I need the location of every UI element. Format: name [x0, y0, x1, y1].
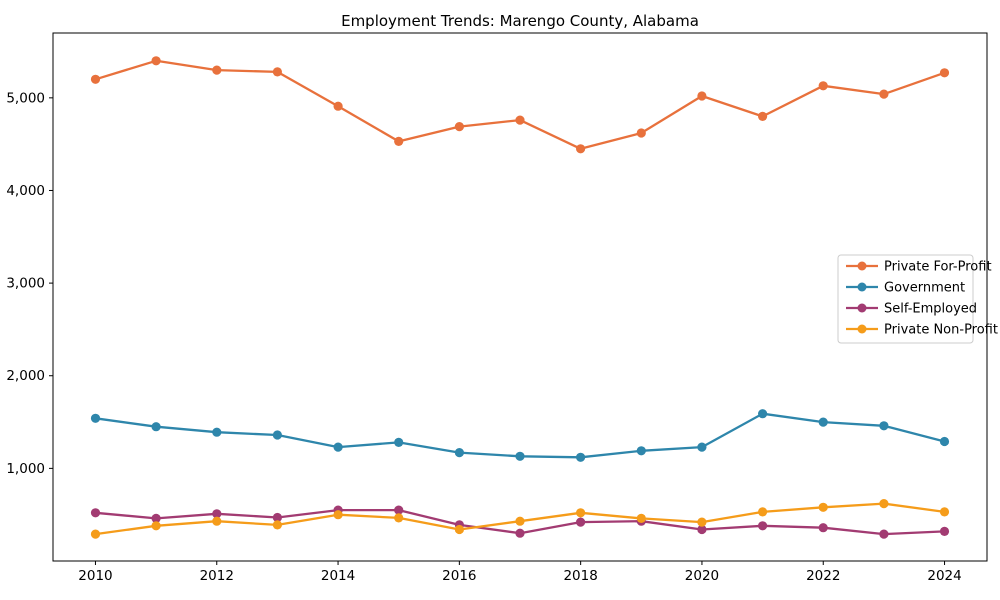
series-line [94, 59, 946, 150]
data-point-marker [758, 409, 768, 419]
data-point-marker [879, 529, 889, 539]
data-point-marker [879, 421, 889, 431]
data-point-marker [394, 513, 404, 523]
x-tick-label: 2016 [442, 568, 476, 584]
data-point-marker [454, 524, 464, 535]
x-tick-label: 2014 [321, 568, 355, 584]
data-point-marker [333, 510, 343, 520]
legend-label: Private Non-Profit [884, 323, 998, 338]
data-point-marker [151, 56, 161, 66]
data-point-marker [939, 507, 950, 517]
data-point-marker [576, 508, 586, 518]
data-point-marker [818, 502, 828, 512]
data-point-marker [576, 452, 586, 462]
series-line [94, 412, 946, 459]
data-point-marker [636, 446, 646, 456]
legend-marker [857, 324, 867, 334]
data-point-marker [636, 128, 646, 138]
x-tick-label: 2022 [806, 568, 840, 584]
chart-title: Employment Trends: Marengo County, Alaba… [341, 12, 699, 30]
data-point-marker [394, 505, 404, 515]
legend-label: Self-Employed [884, 302, 977, 317]
y-tick-label: 1,000 [6, 461, 45, 477]
data-point-marker [151, 422, 161, 432]
data-point-marker [212, 516, 222, 526]
data-point-marker [212, 427, 222, 437]
x-tick-label: 2012 [200, 568, 234, 584]
x-tick-label: 2020 [685, 568, 719, 584]
y-tick-label: 4,000 [6, 183, 45, 199]
series-private-for-profit [90, 56, 950, 154]
data-point-marker [272, 67, 282, 77]
data-point-marker [151, 513, 161, 524]
x-tick-label: 2010 [78, 568, 112, 584]
legend-label: Private For-Profit [884, 260, 992, 275]
series-self-employed [90, 505, 950, 539]
data-point-marker [818, 523, 828, 533]
legend: Private For-Profit Government Self-Employe… [837, 254, 998, 344]
data-point-marker [515, 516, 525, 526]
data-point-marker [758, 507, 768, 517]
data-point-marker [697, 524, 707, 535]
data-point-marker [90, 529, 101, 539]
series-private-non-profit [90, 499, 950, 539]
data-point-marker [90, 74, 101, 84]
legend-marker [857, 303, 867, 313]
data-point-marker [454, 448, 464, 458]
data-point-marker [333, 101, 343, 111]
legend-label: Government [884, 281, 965, 296]
data-point-marker [758, 521, 768, 531]
data-point-marker [576, 144, 586, 154]
data-point-marker [394, 136, 404, 146]
data-point-marker [939, 68, 950, 78]
legend-item-private-for-profit: Private For-Profit [846, 260, 992, 275]
y-tick-label: 5,000 [6, 90, 45, 106]
data-point-marker [697, 91, 707, 101]
data-point-marker [939, 526, 950, 537]
data-point-marker [212, 65, 222, 75]
data-point-marker [90, 413, 101, 423]
data-point-marker [818, 81, 828, 91]
data-point-marker [818, 417, 828, 427]
data-point-marker [939, 436, 950, 447]
data-point-marker [212, 509, 222, 519]
data-point-marker [272, 512, 282, 523]
data-point-marker [515, 115, 525, 125]
data-point-marker [272, 520, 282, 530]
plot-frame [52, 32, 988, 562]
data-point-marker [758, 111, 768, 121]
data-point-marker [515, 451, 525, 461]
data-point-marker [272, 430, 282, 440]
legend-marker [857, 282, 867, 292]
data-point-marker [576, 517, 586, 527]
data-point-marker [879, 499, 889, 509]
data-point-marker [879, 89, 889, 99]
data-point-marker [454, 122, 464, 132]
data-point-marker [151, 521, 161, 531]
data-point-marker [697, 517, 707, 527]
legend-item-government: Government [846, 281, 965, 296]
legend-box [837, 254, 974, 344]
series-government [90, 409, 950, 462]
legend-item-self-employed: Self-Employed [846, 302, 977, 317]
legend-marker [857, 261, 867, 271]
data-point-marker [697, 442, 707, 452]
data-point-marker [394, 437, 404, 447]
data-point-marker [636, 513, 646, 524]
x-tick-label: 2024 [927, 568, 961, 584]
x-tick-label: 2018 [563, 568, 597, 584]
data-point-marker [333, 442, 343, 452]
y-tick-label: 3,000 [6, 276, 45, 292]
y-tick-label: 2,000 [6, 368, 45, 384]
legend-item-private-non-profit: Private Non-Profit [846, 323, 998, 338]
data-point-marker [90, 508, 101, 518]
data-point-marker [515, 528, 525, 538]
